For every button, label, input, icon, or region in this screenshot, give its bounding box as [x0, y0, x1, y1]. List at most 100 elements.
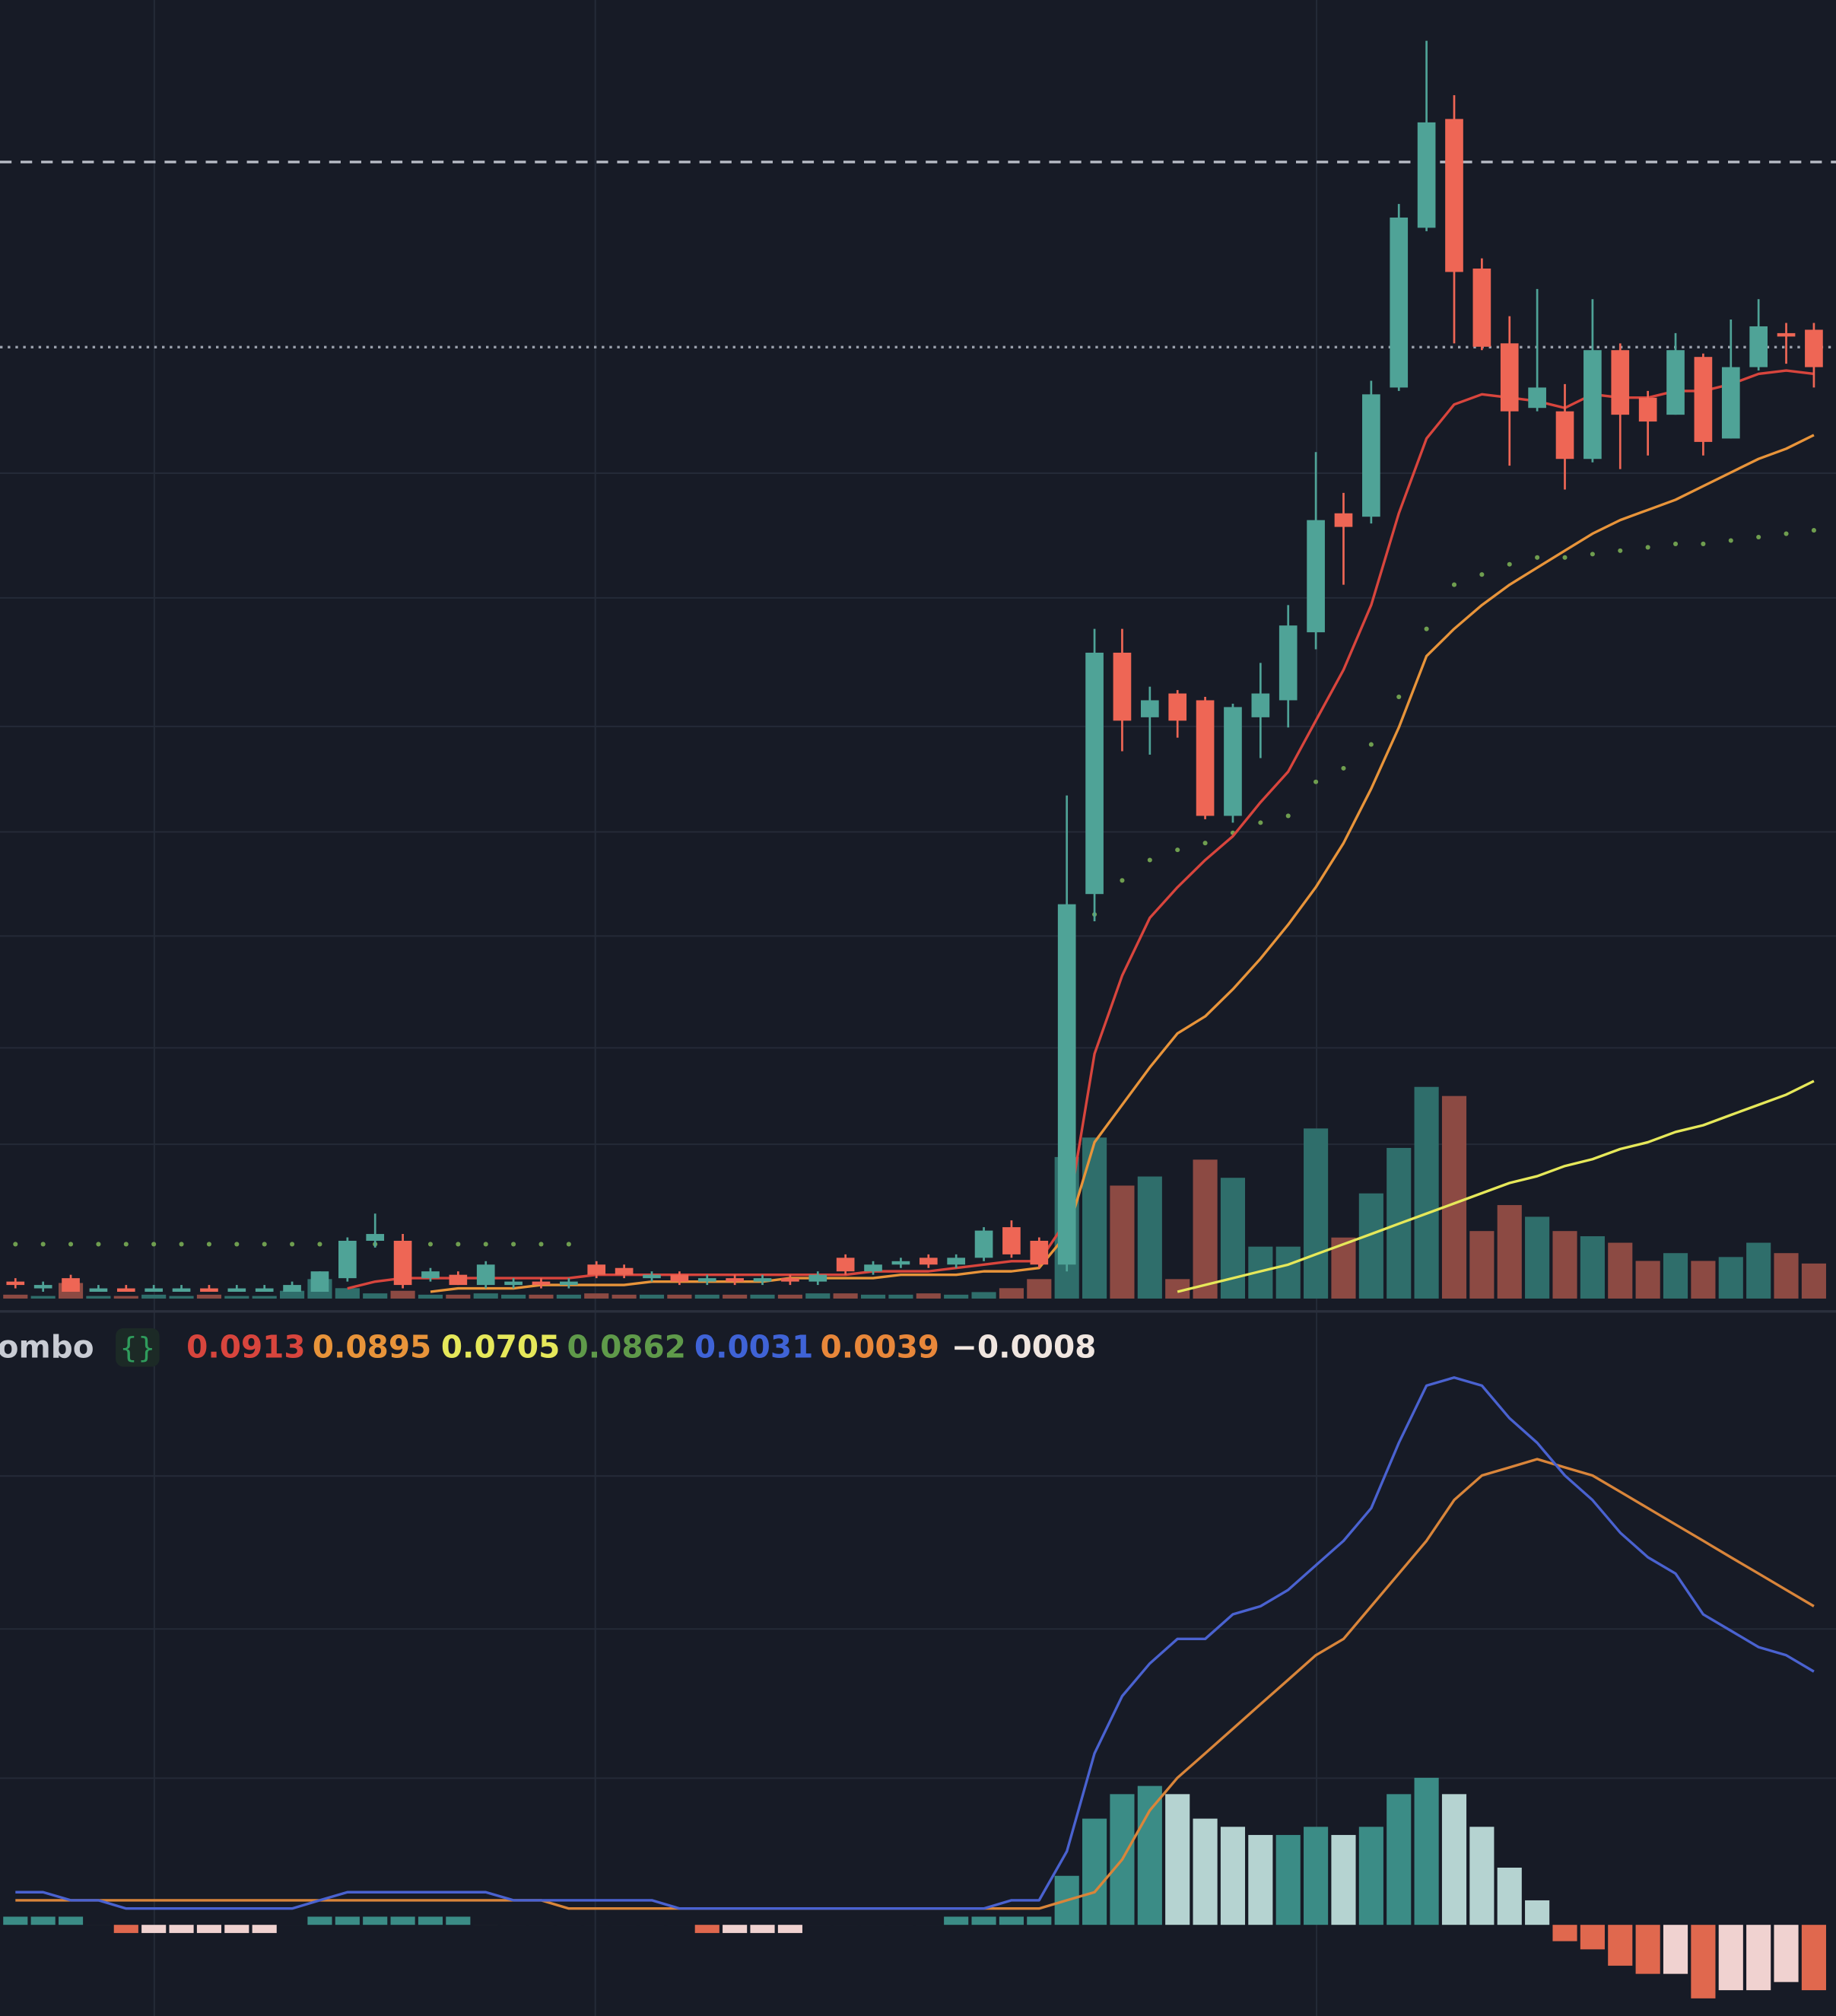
candle-body: [476, 1264, 495, 1286]
volume-bar: [363, 1293, 388, 1299]
volume-bar: [1801, 1263, 1826, 1299]
sar-dot: [1479, 572, 1485, 577]
sar-dot: [1535, 555, 1540, 560]
candle-body: [283, 1285, 301, 1293]
sar-dot: [1258, 820, 1263, 825]
candle-body: [1666, 350, 1685, 415]
histogram-bar: [1304, 1827, 1329, 1925]
volume-bar: [446, 1294, 471, 1299]
histogram-bar: [252, 1925, 277, 1933]
volume-bar: [141, 1294, 167, 1299]
candle-body: [1307, 520, 1325, 633]
candle-body: [947, 1258, 966, 1265]
volume-bar: [196, 1294, 221, 1299]
volume-bar: [750, 1294, 775, 1299]
volume-bar: [224, 1296, 249, 1299]
histogram-bar: [446, 1916, 471, 1925]
histogram-bar: [169, 1925, 194, 1933]
volume-bar: [1635, 1261, 1660, 1299]
volume-bar: [30, 1296, 56, 1299]
candle-body: [1224, 707, 1242, 816]
volume-bar: [3, 1294, 28, 1299]
candle-body: [836, 1258, 855, 1272]
volume-bar: [1082, 1137, 1107, 1299]
sar-dot: [427, 1242, 434, 1247]
histogram-bar: [1608, 1925, 1633, 1966]
sar-dot: [1202, 841, 1208, 846]
settings-icon[interactable]: {}: [119, 1331, 155, 1365]
sar-dot: [483, 1242, 488, 1247]
volume-bar: [1525, 1216, 1550, 1299]
candle-body: [919, 1258, 938, 1265]
sar-dot: [1368, 742, 1374, 747]
candle-body: [1057, 904, 1076, 1265]
candle-body: [366, 1234, 385, 1241]
sar-dot: [1645, 545, 1650, 550]
candle-body: [62, 1278, 80, 1293]
volume-bar: [639, 1294, 665, 1299]
candle-body: [1140, 700, 1159, 717]
candle-body: [89, 1288, 108, 1293]
sar-dot: [1562, 555, 1568, 560]
candle-body: [1390, 217, 1409, 388]
candle-body: [1500, 343, 1519, 412]
volume-bar: [1027, 1279, 1052, 1299]
sar-dot: [1424, 626, 1429, 631]
sar-dot: [1285, 813, 1291, 819]
sar-dot: [1120, 878, 1125, 883]
sar-dot: [1313, 779, 1319, 784]
sar-dot: [1756, 534, 1761, 540]
histogram-bar: [1193, 1818, 1218, 1925]
candle-body: [1528, 387, 1546, 409]
candle-body: [753, 1278, 772, 1282]
candle-body: [670, 1274, 689, 1282]
indicator-name: ombo: [0, 1329, 94, 1366]
candle-body: [338, 1240, 357, 1279]
volume-bar: [1746, 1242, 1771, 1299]
histogram-bar: [224, 1925, 249, 1933]
candle-body: [974, 1230, 993, 1258]
histogram-bar: [418, 1916, 443, 1925]
candle-body: [1417, 122, 1436, 228]
volume-bar: [1552, 1231, 1577, 1299]
candle-body: [1445, 119, 1463, 272]
histogram-bar: [1027, 1916, 1052, 1925]
sar-dot: [1147, 857, 1152, 863]
candle-body: [1196, 700, 1215, 816]
candle-body: [808, 1274, 827, 1282]
histogram-bar: [1248, 1835, 1273, 1925]
candle-body: [891, 1261, 910, 1265]
volume-bar: [971, 1292, 996, 1299]
histogram-bar: [141, 1925, 167, 1933]
histogram-bar: [944, 1916, 969, 1925]
candle-body: [697, 1278, 716, 1282]
histogram-bar: [1774, 1925, 1799, 1983]
sar-dot: [1701, 541, 1706, 546]
sar-dot: [317, 1242, 322, 1247]
histogram-bar: [196, 1925, 221, 1933]
candle-body: [200, 1288, 218, 1293]
histogram-bar: [1525, 1900, 1550, 1925]
histogram-bar: [1441, 1794, 1467, 1925]
sar-dot: [234, 1242, 240, 1247]
candle-body: [615, 1267, 634, 1275]
legend-value: 0.0705: [441, 1329, 560, 1366]
sar-dot: [262, 1242, 267, 1247]
histogram-bar: [694, 1925, 719, 1933]
histogram-bar: [1718, 1925, 1743, 1991]
sar-dot: [290, 1242, 295, 1247]
volume-bar: [1691, 1261, 1716, 1299]
volume-bar: [1580, 1236, 1605, 1299]
histogram-bar: [1469, 1827, 1495, 1925]
volume-bar: [1358, 1193, 1383, 1299]
histogram-bar: [1358, 1827, 1383, 1925]
candle-body: [421, 1271, 440, 1279]
candle-body: [532, 1281, 551, 1286]
candle-body: [145, 1288, 164, 1293]
candle-body: [1749, 326, 1768, 367]
icon-bg[interactable]: [116, 1328, 160, 1367]
histogram-bar: [750, 1925, 775, 1933]
